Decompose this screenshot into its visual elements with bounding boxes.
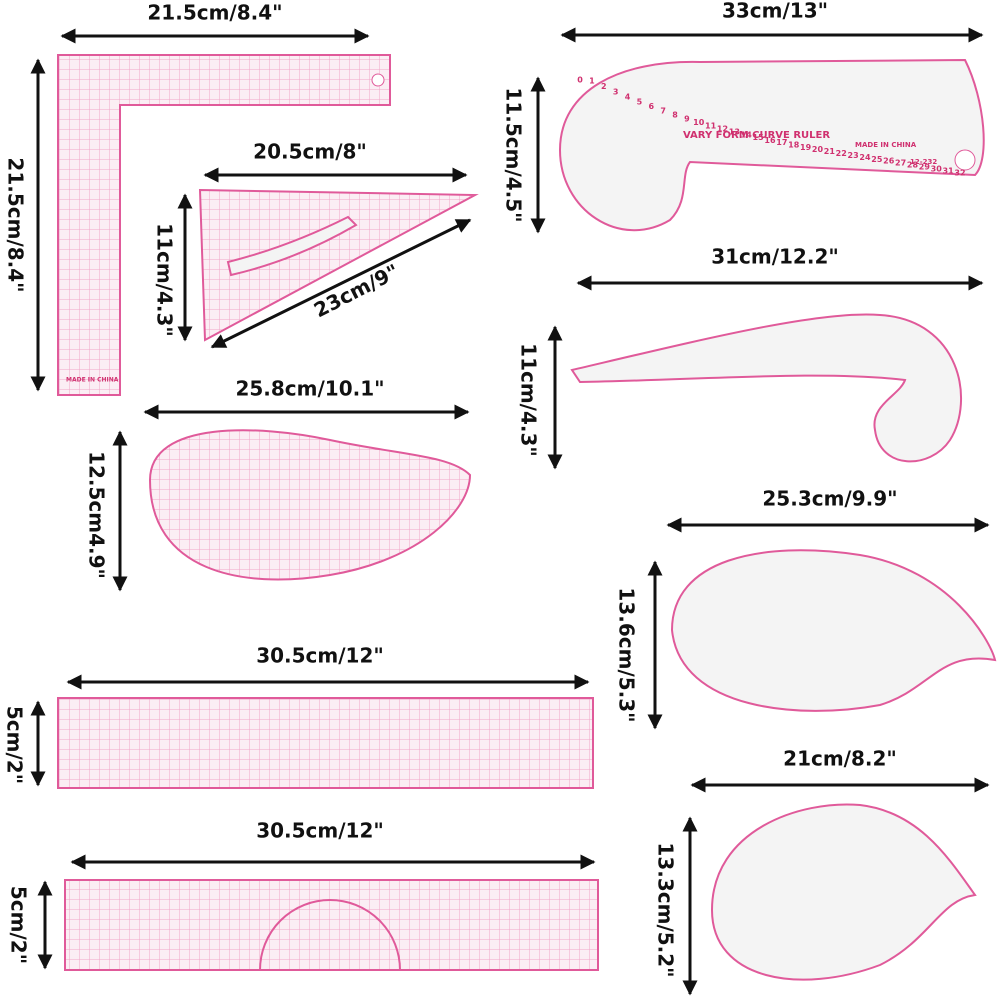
height-label: 5cm/2" [3, 706, 27, 784]
scale-number: 21 [824, 147, 836, 156]
imprint: MADE IN CHINA [66, 377, 119, 384]
scale-number: 23 [848, 151, 859, 160]
scale-number: 30 [931, 164, 943, 173]
scale-number: 25 [871, 155, 883, 164]
scale-number: 16 [764, 136, 776, 145]
scale-number: 5 [637, 98, 643, 107]
straight-ruler: 30.5cm/12" 5cm/2" [3, 644, 594, 789]
height-label: 13.6cm/5.3" [615, 587, 639, 722]
height-label: 11cm/4.3" [517, 343, 541, 457]
height-label: 11cm/4.3" [153, 223, 177, 337]
scale-number: 8 [672, 110, 678, 119]
height-label: 13.3cm/5.2" [654, 842, 678, 977]
scale-number: 2 [601, 82, 607, 91]
height-label: 12.5cm4.9" [85, 451, 109, 579]
width-label: 25.8cm/10.1" [235, 377, 384, 401]
scale-number: 0 [577, 76, 583, 85]
scale-number: 3 [613, 88, 619, 97]
height-label: 11.5cm/4.5" [502, 87, 526, 222]
scale-number: 7 [660, 106, 666, 115]
paisley-curve: 25.3cm/9.9" 13.6cm/5.3" [615, 487, 997, 730]
scale-number: 11 [705, 121, 717, 130]
scale-number: 28 [907, 160, 919, 169]
french-curve: 31cm/12.2" 11cm/4.3" [517, 245, 984, 470]
scale-number: 18 [788, 141, 800, 150]
ruler-name: VARY FORM CURVE RULER [683, 130, 830, 141]
scale-number: 12 [717, 125, 728, 134]
width-label: 30.5cm/12" [256, 644, 384, 668]
height-label: 5cm/2" [7, 886, 31, 964]
scale-number: 26 [883, 157, 895, 166]
scale-number: 29 [919, 162, 931, 171]
scale-number: 22 [836, 149, 847, 158]
scale-number: 15 [753, 133, 765, 142]
width-label: 20.5cm/8" [253, 140, 367, 164]
width-label: 21.5cm/8.4" [147, 1, 282, 25]
scale-number: 19 [800, 143, 812, 152]
l-square: 21.5cm/8.4" 21.5cm/8.4" MADE IN CHINA [4, 1, 391, 396]
scale-number: 4 [625, 93, 631, 102]
scale-number: 17 [776, 138, 787, 147]
scale-number: 1 [589, 77, 595, 86]
width-label: 30.5cm/12" [256, 819, 384, 843]
triangle-ruler: 20.5cm/8" 11cm/4.3" 23cm/9" [153, 140, 479, 349]
scale-number: 24 [859, 153, 871, 162]
model: 12-232 [910, 158, 937, 166]
scale-number: 27 [895, 159, 906, 168]
vary-form-curve: 33cm/13" 11.5cm/4.5" VARY FORM CURVE RUL… [502, 0, 985, 234]
scale-number: 6 [648, 102, 654, 111]
protractor-ruler: 30.5cm/12" 5cm/2" [7, 819, 599, 971]
scale-number: 9 [684, 114, 690, 123]
width-label: 31cm/12.2" [711, 245, 839, 269]
scale-number: 20 [812, 145, 824, 154]
scale-number: 32 [954, 169, 965, 178]
scale-number: 13 [729, 128, 740, 137]
height-label: 21.5cm/8.4" [4, 157, 28, 292]
scale-number: 31 [943, 166, 955, 175]
width-label: 33cm/13" [722, 0, 828, 23]
scale-number: 14 [741, 130, 753, 139]
width-label: 21cm/8.2" [783, 747, 897, 771]
width-label: 25.3cm/9.9" [762, 487, 897, 511]
imprint: MADE IN CHINA [855, 141, 917, 149]
scale-number: 10 [693, 118, 705, 127]
drop-curve: 21cm/8.2" 13.3cm/5.2" [654, 747, 990, 996]
teardrop-curve: 25.8cm/10.1" 12.5cm4.9" [85, 377, 472, 592]
